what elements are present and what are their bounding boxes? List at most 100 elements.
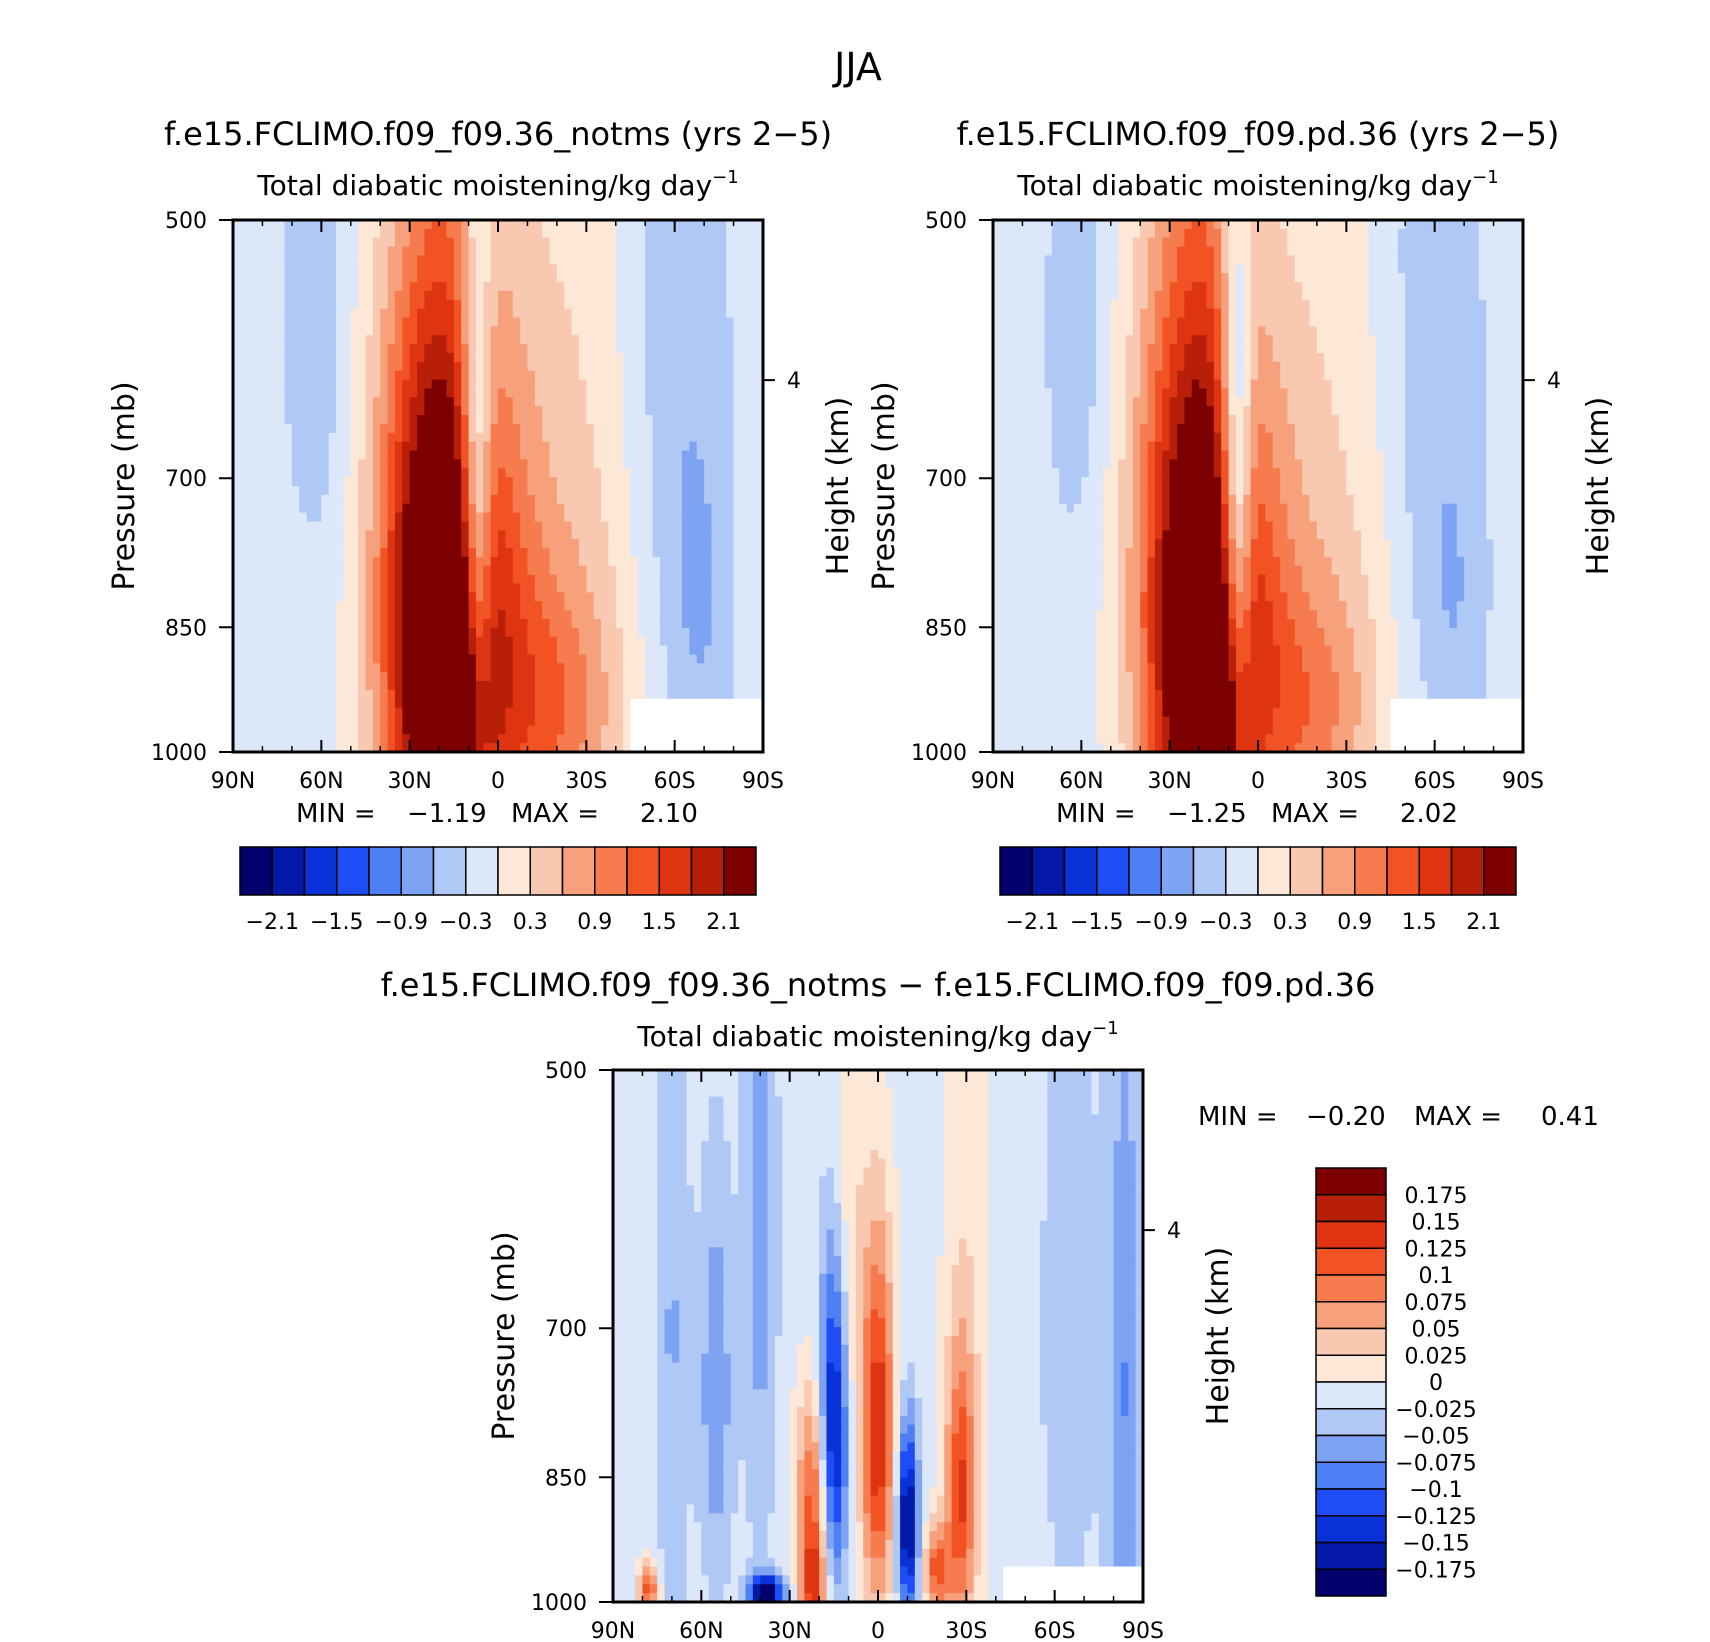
contour-cell: [527, 237, 536, 248]
contour-cell: [446, 477, 455, 487]
contour-cell: [1250, 273, 1259, 283]
contour-cell: [439, 415, 448, 425]
contour-cell: [755, 486, 764, 496]
contour-cell: [233, 707, 241, 718]
contour-cell: [534, 397, 543, 407]
contour-cell: [306, 636, 315, 647]
contour-cell: [262, 707, 271, 718]
contour-cell: [674, 681, 683, 691]
contour-cell: [527, 521, 536, 531]
contour-cell: [527, 423, 536, 434]
contour-cell: [1316, 220, 1325, 230]
contour-cell: [255, 486, 264, 496]
contour-cell: [255, 645, 264, 656]
contour-cell: [358, 450, 367, 460]
contour-cell: [461, 406, 470, 416]
contour-cell: [417, 344, 425, 354]
x-tick-label: 60S: [654, 769, 696, 794]
contour-cell: [402, 521, 411, 531]
contour-cell: [615, 255, 624, 265]
contour-cell: [498, 246, 506, 257]
contour-cell: [696, 423, 705, 434]
contour-cell: [505, 636, 514, 647]
contour-cell: [358, 556, 367, 567]
contour-cell: [269, 663, 278, 673]
contour-cell: [608, 601, 617, 611]
contour-cell: [659, 610, 668, 620]
contour-cell: [284, 539, 293, 549]
contour-cell: [439, 707, 448, 718]
contour-cell: [1405, 228, 1414, 239]
contour-cell: [578, 494, 587, 505]
contour-cell: [1434, 264, 1443, 274]
contour-cell: [365, 619, 374, 629]
contour-cell: [372, 645, 381, 656]
contour-cell: [247, 450, 256, 460]
contour-cell: [726, 317, 735, 327]
missing-cell: [659, 743, 668, 753]
contour-cell: [431, 619, 440, 629]
contour-cell: [578, 361, 587, 372]
contour-cell: [343, 734, 352, 744]
contour-cell: [269, 477, 278, 487]
contour-cell: [439, 308, 448, 319]
contour-cell: [674, 627, 683, 638]
contour-cell: [667, 636, 676, 647]
contour-cell: [306, 344, 315, 354]
contour-cell: [336, 290, 345, 301]
contour-cell: [277, 645, 286, 656]
contour-cell: [387, 725, 396, 735]
contour-cell: [1434, 220, 1443, 230]
contour-cell: [247, 406, 256, 416]
contour-cell: [475, 379, 484, 390]
contour-cell: [637, 645, 646, 656]
contour-cell: [630, 654, 639, 664]
contour-cell: [417, 592, 425, 602]
contour-cell: [593, 503, 602, 514]
contour-cell: [328, 512, 337, 523]
missing-cell: [637, 725, 646, 735]
contour-cell: [247, 548, 256, 558]
contour-cell: [527, 273, 536, 283]
contour-cell: [475, 326, 484, 336]
contour-cell: [549, 361, 558, 372]
contour-cell: [630, 619, 639, 629]
contour-cell: [417, 353, 425, 363]
contour-cell: [608, 335, 617, 345]
contour-cell: [498, 335, 506, 345]
contour-cell: [1007, 255, 1016, 265]
contour-cell: [549, 255, 558, 265]
contour-cell: [350, 725, 359, 735]
contour-cell: [1015, 282, 1024, 292]
contour-cell: [1169, 237, 1178, 248]
contour-cell: [424, 388, 433, 398]
contour-cell: [490, 539, 499, 549]
contour-cell: [262, 441, 271, 452]
colorbar-box: [336, 846, 370, 896]
contour-cell: [291, 503, 300, 514]
contour-cell: [299, 273, 308, 283]
contour-cell: [556, 734, 565, 744]
contour-cell: [255, 264, 264, 274]
contour-cell: [321, 619, 330, 629]
contour-cell: [630, 663, 639, 673]
contour-cell: [586, 725, 595, 735]
contour-cell: [402, 477, 411, 487]
contour-cell: [623, 353, 632, 363]
contour-cell: [689, 583, 698, 593]
contour-cell: [608, 663, 617, 673]
contour-cell: [578, 220, 587, 230]
contour-cell: [601, 743, 610, 753]
contour-cell: [240, 654, 249, 664]
contour-cell: [520, 716, 529, 726]
contour-cell: [365, 388, 374, 398]
contour-cell: [704, 601, 713, 611]
contour-cell: [711, 441, 720, 452]
contour-cell: [623, 743, 632, 753]
contour-cell: [277, 308, 286, 319]
contour-cell: [1110, 273, 1119, 283]
contour-cell: [291, 530, 300, 540]
contour-cell: [1169, 228, 1178, 239]
contour-cell: [277, 326, 286, 336]
contour-cell: [601, 308, 610, 319]
